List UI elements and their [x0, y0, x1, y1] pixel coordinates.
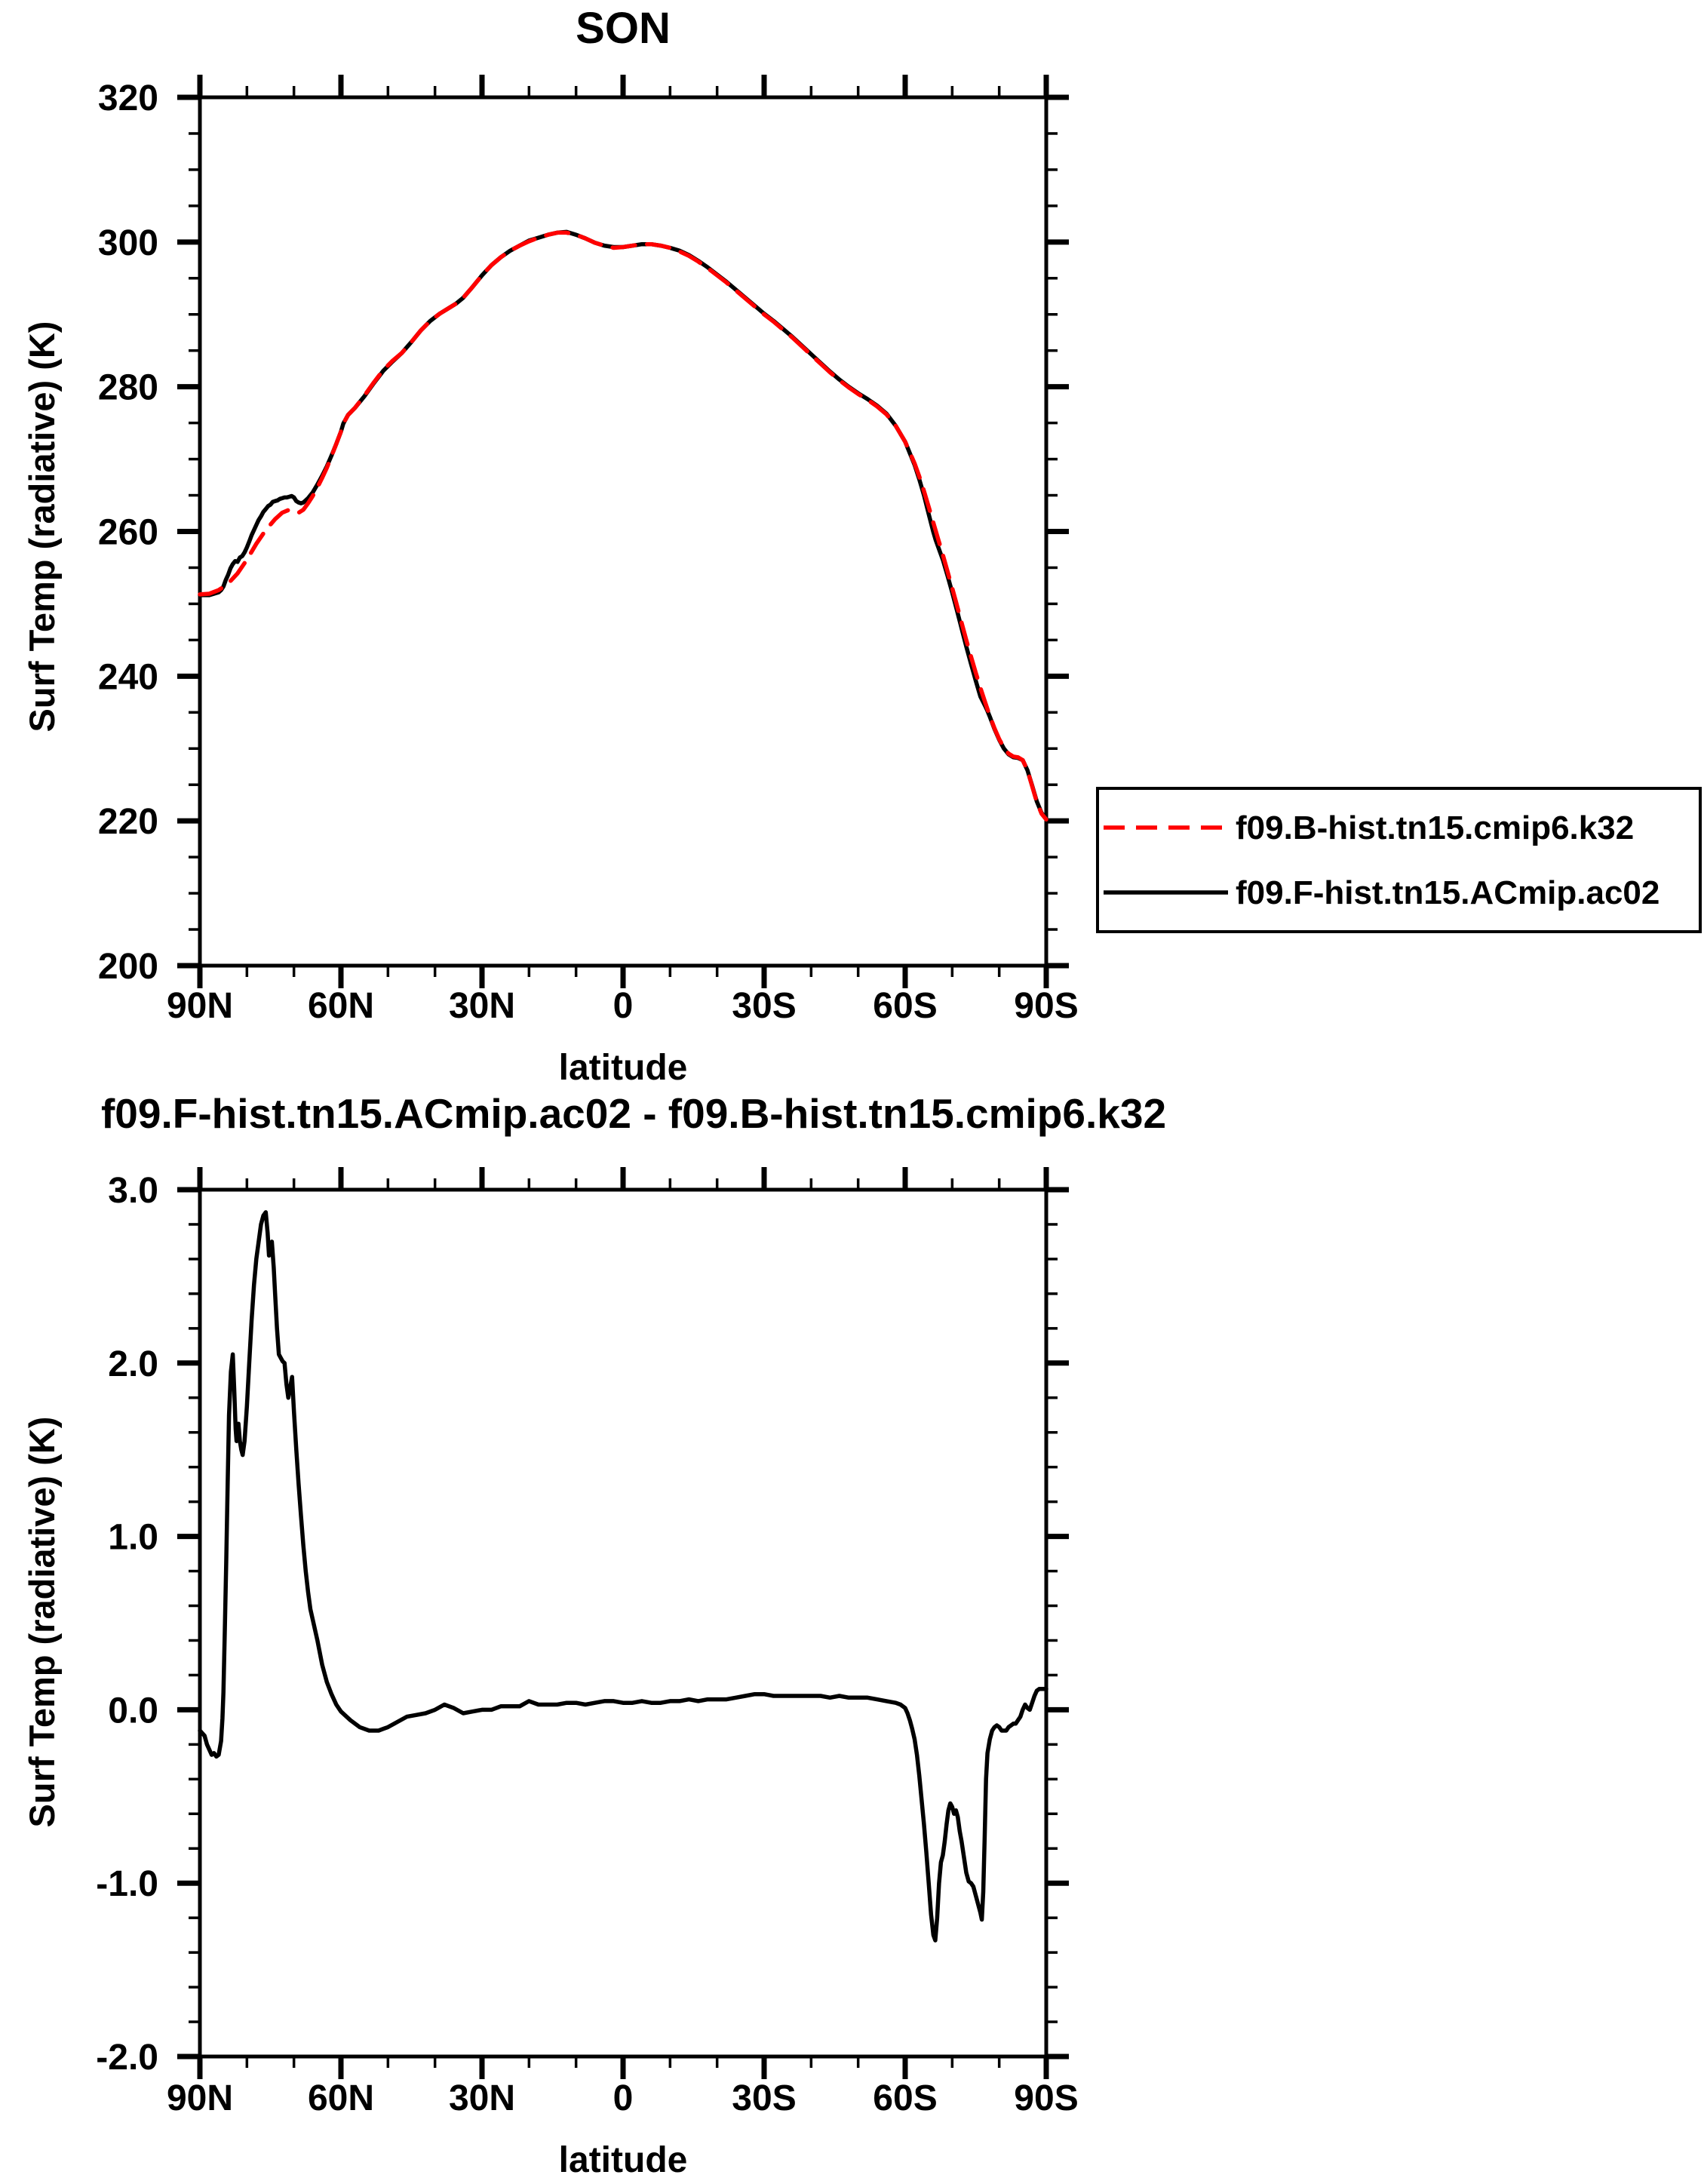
y-tick-label: 2.0	[108, 1344, 158, 1384]
x-tick-label: 30S	[732, 2078, 796, 2118]
x-tick-label: 90S	[1014, 2078, 1078, 2118]
y-tick-label: 320	[98, 78, 158, 118]
y-tick-label: 1.0	[108, 1518, 158, 1558]
top-chart-svg: 90N 60N 30N 0 30S 60S 90S 200 220 240 260 280 300 320…	[98, 75, 1702, 1026]
y-tick-label: -2.0	[96, 2038, 158, 2078]
x-tick-label: 60N	[308, 2078, 374, 2118]
x-tick-label: 0	[613, 986, 634, 1026]
top-chart-title: SON	[576, 4, 671, 53]
x-tick-label: 60N	[308, 986, 374, 1026]
bottom-chart-svg: 90N 60N 30N 0 30S 60S 90S 3.0 2.0 1.0 0.0 -1.0 -2.0	[96, 1167, 1079, 2118]
top-chart-plot: 90N 60N 30N 0 30S 60S 90S 200 220 240 260 280 300 320…	[96, 75, 1702, 2118]
y-tick-label: 300	[98, 223, 158, 263]
bottom-chart-title: f09.F-hist.tn15.ACmip.ac02 - f09.B-hist.…	[100, 1090, 1167, 1137]
y-tick-label: 3.0	[108, 1171, 158, 1211]
x-tick-label: 60S	[873, 986, 937, 1026]
y-tick-label: -1.0	[96, 1864, 158, 1904]
y-tick-label: 240	[98, 657, 158, 697]
x-tick-label: 30N	[449, 986, 515, 1026]
legend-box	[1096, 787, 1702, 933]
x-tick-label: 30N	[449, 2078, 515, 2118]
x-tick-label: 30S	[732, 986, 796, 1026]
plot-frame	[198, 1187, 1048, 2059]
y-tick-label: 260	[98, 513, 158, 553]
series-line-f09.F-hist.tn15.ACmip.ac02	[198, 229, 1048, 822]
y-tick-label: 200	[98, 947, 158, 987]
legend-label: f09.B-hist.tn15.cmip6.k32	[1236, 809, 1634, 846]
bottom-x-axis-label: latitude	[558, 2140, 688, 2180]
legend-label: f09.F-hist.tn15.ACmip.ac02	[1236, 874, 1659, 911]
plot-frame	[198, 95, 1048, 968]
x-tick-label: 0	[613, 2078, 634, 2118]
x-tick-label: 90S	[1014, 986, 1078, 1026]
top-y-axis-label: Surf Temp (radiative) (K)	[22, 321, 62, 733]
series-line-difference	[198, 1210, 1048, 1943]
series-line-f09.B-hist.tn15.cmip6.k32	[198, 230, 1048, 822]
y-tick-label: 0.0	[108, 1691, 158, 1731]
bottom-y-axis-label: Surf Temp (radiative) (K)	[22, 1416, 62, 1828]
x-tick-label: 90N	[167, 986, 233, 1026]
top-x-axis-label: latitude	[558, 1048, 688, 1088]
y-tick-label: 220	[98, 802, 158, 842]
x-tick-label: 90N	[167, 2078, 233, 2118]
x-tick-label: 60S	[873, 2078, 937, 2118]
y-tick-label: 280	[98, 368, 158, 408]
